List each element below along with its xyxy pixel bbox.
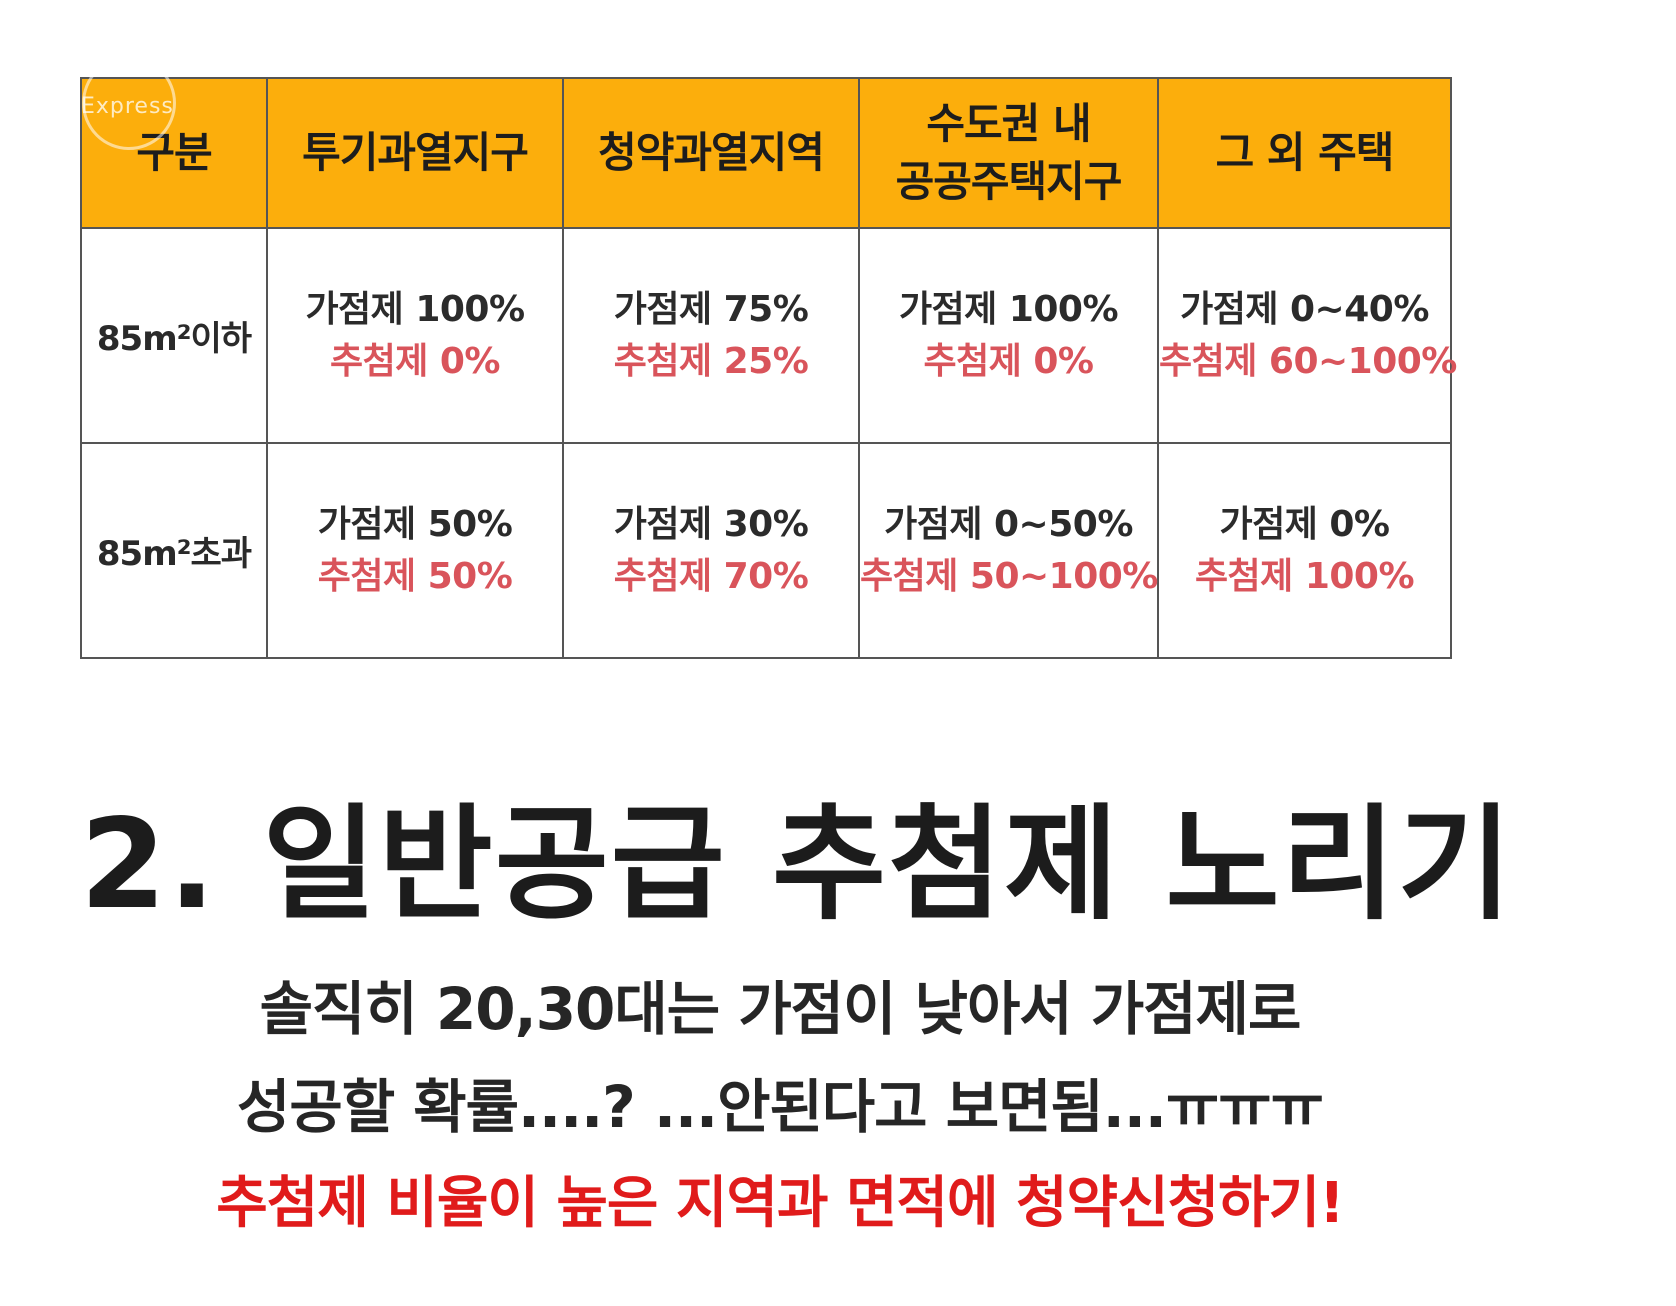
chucheom-ratio: 추첨제 0% xyxy=(923,340,1094,382)
table-row: 85m²초과 가점제 50% 추첨제 50% 가점제 30% 추첨제 70% 가… xyxy=(80,442,1452,659)
header-text: 투기과열지구 xyxy=(302,128,529,177)
chucheom-ratio: 추첨제 25% xyxy=(613,340,809,382)
ratio-cell: 가점제 100% 추첨제 0% xyxy=(858,227,1159,444)
row-label-cell: 85m²초과 xyxy=(80,442,268,659)
header-cell-speculation-overheated-district: 투기과열지구 xyxy=(266,77,564,229)
chucheom-ratio: 추첨제 50% xyxy=(317,555,513,597)
header-text: 그 외 주택 xyxy=(1215,128,1395,177)
ratio-cell: 가점제 0~40% 추첨제 60~100% xyxy=(1157,227,1457,444)
chucheom-ratio: 추첨제 50~100% xyxy=(860,555,1158,597)
ratio-cell: 가점제 0~50% 추첨제 50~100% xyxy=(858,442,1159,659)
chucheom-ratio: 추첨제 100% xyxy=(1194,555,1415,597)
row-label: 85m²이하 xyxy=(96,319,252,359)
ratio-cell: 가점제 75% 추첨제 25% xyxy=(562,227,860,444)
ratio-cell: 가점제 50% 추첨제 50% xyxy=(266,442,564,659)
gajeom-ratio: 가점제 0% xyxy=(1219,503,1390,545)
header-text: 청약과열지역 xyxy=(598,128,825,177)
header-cell-category: 구분 xyxy=(80,77,268,229)
section-title: 2. 일반공급 추첨제 노리기 xyxy=(80,793,1514,937)
chucheom-ratio: 추첨제 70% xyxy=(613,555,809,597)
header-text: 구분 xyxy=(136,128,212,177)
row-label: 85m²초과 xyxy=(96,534,252,574)
table-header: 구분 투기과열지구 청약과열지역 수도권 내 공공주택지구 그 외 주택 xyxy=(80,77,1452,229)
gajeom-ratio: 가점제 100% xyxy=(305,288,525,330)
table-row: 85m²이하 가점제 100% 추첨제 0% 가점제 75% 추첨제 25% 가… xyxy=(80,227,1457,444)
gajeom-ratio: 가점제 75% xyxy=(613,288,809,330)
ratio-cell: 가점제 30% 추첨제 70% xyxy=(562,442,860,659)
header-text: 수도권 내 xyxy=(926,99,1091,148)
gajeom-ratio: 가점제 50% xyxy=(317,503,513,545)
header-cell-capital-public-housing-district: 수도권 내 공공주택지구 xyxy=(858,77,1159,229)
body-text-line: 성공할 확률....? ...안된다고 보면됨...ㅠㅠㅠ xyxy=(237,1073,1324,1141)
allocation-table: 구분 투기과열지구 청약과열지역 수도권 내 공공주택지구 그 외 주택 xyxy=(80,77,1457,659)
chucheom-ratio: 추첨제 0% xyxy=(329,340,501,382)
gajeom-ratio: 가점제 0~50% xyxy=(884,503,1133,545)
header-cell-subscription-overheated-area: 청약과열지역 xyxy=(562,77,860,229)
gajeom-ratio: 가점제 100% xyxy=(898,288,1119,330)
body-text-line: 솔직히 20,30대는 가점이 낮아서 가점제로 xyxy=(259,975,1302,1043)
gajeom-ratio: 가점제 0~40% xyxy=(1180,288,1429,330)
ratio-cell: 가점제 100% 추첨제 0% xyxy=(266,227,564,444)
header-text: 공공주택지구 xyxy=(895,157,1123,206)
table-header-row: 구분 투기과열지구 청약과열지역 수도권 내 공공주택지구 그 외 주택 xyxy=(80,77,1452,229)
chucheom-ratio: 추첨제 60~100% xyxy=(1159,340,1457,382)
row-label-cell: 85m²이하 xyxy=(80,227,268,444)
callout-text: 추첨제 비율이 높은 지역과 면적에 청약신청하기! xyxy=(216,1171,1344,1236)
gajeom-ratio: 가점제 30% xyxy=(613,503,809,545)
header-cell-other-housing: 그 외 주택 xyxy=(1157,77,1452,229)
ratio-cell: 가점제 0% 추첨제 100% xyxy=(1157,442,1452,659)
allocation-table-container: 구분 투기과열지구 청약과열지역 수도권 내 공공주택지구 그 외 주택 xyxy=(80,77,1457,659)
